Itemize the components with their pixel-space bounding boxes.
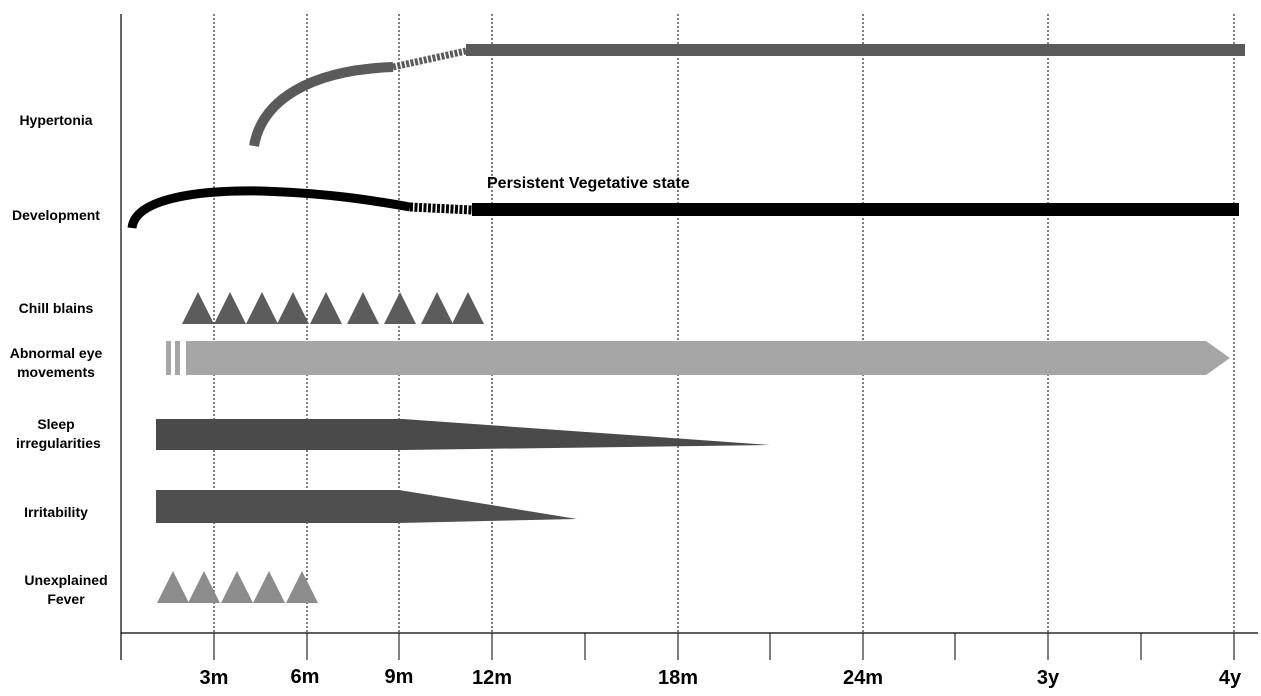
triangle-marker [253, 571, 285, 603]
triangle-marker [347, 292, 379, 324]
triangle-marker [246, 292, 278, 324]
axis-tick-label: 9m [384, 666, 414, 688]
axis-tick-label: 3m [199, 667, 229, 689]
triangle-marker [182, 292, 214, 324]
triangle-marker [310, 292, 342, 324]
triangle-marker [157, 571, 189, 603]
development-transition [409, 202, 473, 215]
hypertonia-bar [249, 44, 1245, 148]
row-label-abnormal-eye-movements: Abnormal eye movements [9, 345, 103, 380]
development-plateau [472, 203, 1239, 216]
triangle-marker [214, 292, 246, 324]
axis-ticks [120, 633, 1235, 660]
irritability-wedge [156, 490, 577, 523]
triangle-marker [188, 571, 220, 603]
hypertonia-curve [249, 62, 394, 148]
axis-tick-label: 6m [290, 666, 320, 688]
row-label-irritability: Irritability [24, 504, 88, 520]
axis-tick-label: 12m [471, 667, 513, 689]
row-label-unexplained-fever: Unexplained Fever [24, 572, 108, 607]
sleep-irregularities-wedge [156, 419, 770, 450]
annotation-vegetative-state: Persistent Vegetative state [487, 175, 690, 192]
axis-tick-label: 24m [842, 667, 884, 689]
chill-blains-triangles [182, 292, 484, 324]
row-label-chill-blains: Chill blains [18, 300, 94, 316]
hypertonia-plateau [466, 44, 1245, 56]
eye-dash [175, 341, 180, 375]
eye-movements-arrow [166, 341, 1230, 375]
development-curve [127, 186, 411, 230]
triangle-marker [384, 292, 416, 324]
row-label-hypertonia: Hypertonia [19, 112, 93, 128]
axis-tick-label: 18m [657, 667, 699, 689]
triangle-marker [221, 571, 253, 603]
triangle-marker [421, 292, 453, 324]
triangle-marker [452, 292, 484, 324]
row-label-sleep-irregularities: Sleep irregularities [16, 416, 101, 451]
triangle-marker [286, 571, 318, 603]
eye-arrow-body [186, 341, 1230, 375]
row-label-development: Development [12, 207, 100, 223]
axis-tick-label: 3y [1036, 667, 1060, 689]
axis-tick-label: 4y [1218, 667, 1242, 689]
triangle-marker [277, 292, 309, 324]
eye-dash [166, 341, 171, 375]
hypertonia-transition [392, 47, 467, 71]
development-bar [127, 186, 1239, 230]
fever-triangles [157, 571, 318, 603]
